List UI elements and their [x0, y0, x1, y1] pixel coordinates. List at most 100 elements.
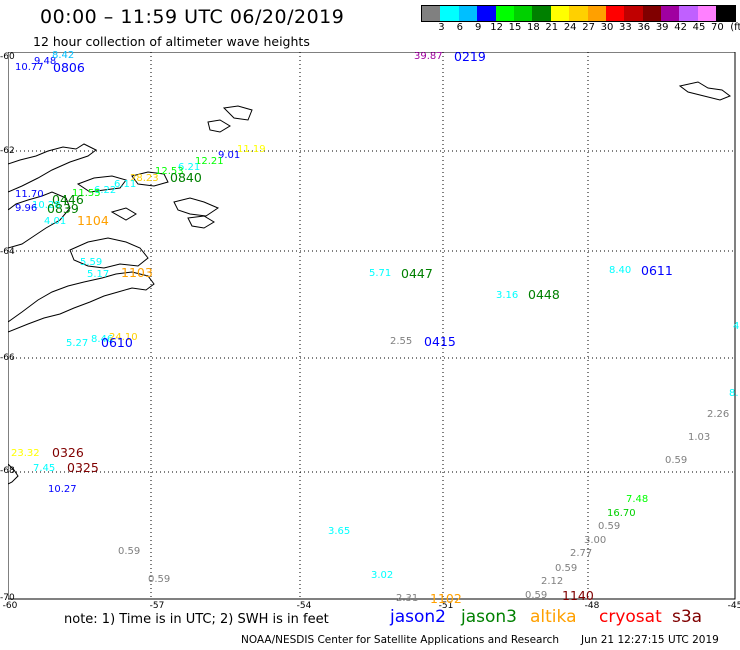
wave-height-label: 24.10	[109, 332, 138, 343]
colorbar-label: 45	[692, 22, 706, 33]
coastline-shetland-1	[76, 175, 127, 193]
wave-height-label: 9.48	[34, 56, 57, 67]
wave-height-label: 6.11	[114, 179, 137, 190]
wave-height-label: 5.17	[87, 269, 110, 280]
colorbar-swatch	[679, 6, 698, 21]
colorbar-label: 6	[456, 22, 463, 33]
wave-height-label: 3.65	[328, 526, 351, 537]
wave-height-label: 0.59	[118, 546, 141, 557]
wave-height-label: 6.21	[178, 162, 201, 173]
wave-height-label: 12.53	[155, 166, 184, 177]
colorbar-label: 30	[600, 22, 614, 33]
wave-height-label: 0.59	[555, 563, 578, 574]
colorbar-swatch	[532, 6, 551, 21]
wave-height-label: 2.31	[396, 593, 419, 604]
colorbar-label: 3	[438, 22, 445, 33]
wave-height-label: 5.71	[369, 268, 392, 279]
wave-height-label: 11.55	[72, 188, 101, 199]
colorbar-swatch	[440, 6, 459, 21]
wave-height-label: 3.02	[371, 570, 394, 581]
lat-tick-label: -70	[0, 593, 15, 603]
wave-height-label: 2.77	[570, 548, 593, 559]
lon-tick-label: -51	[438, 601, 454, 611]
wave-height-label: 12.21	[195, 156, 224, 167]
wave-height-label: 8.42	[52, 50, 75, 61]
coastline-peninsula	[8, 143, 97, 193]
wave-height-label: 4.	[733, 321, 740, 332]
map-frame	[8, 52, 736, 600]
wave-height-label: 7.48	[626, 494, 649, 505]
wave-height-label: 8.46	[91, 334, 114, 345]
colorbar-swatch	[477, 6, 496, 21]
map-plot	[8, 52, 736, 600]
wave-height-label: 2.55	[390, 336, 413, 347]
coastline-shetland-4	[187, 215, 215, 229]
coastline-peninsula-tip	[8, 271, 155, 333]
wave-height-label: 11.70	[15, 189, 44, 200]
credit-text: NOAA/NESDIS Center for Satellite Applica…	[241, 634, 559, 646]
colorbar-swatch	[697, 6, 717, 21]
legend-item-jason2: jason2	[390, 607, 446, 627]
page-title: 00:00 – 11:59 UTC 06/20/2019	[40, 6, 345, 28]
pass-time-label: 0325	[67, 460, 99, 475]
colorbar-label: 18	[527, 22, 540, 33]
wave-height-label: 9.96	[15, 203, 38, 214]
coastline-east-island	[678, 81, 732, 101]
coastline-james-ross	[69, 237, 149, 269]
pass-time-label: 0326	[52, 445, 84, 460]
pass-time-label: 0448	[528, 287, 560, 302]
colorbar-label: 15	[508, 22, 522, 33]
lat-tick-label: -62	[0, 146, 15, 156]
pass-time-label: 1102	[430, 591, 462, 606]
pass-time-label: 1103	[121, 265, 153, 280]
lon-tick-label: -48	[584, 601, 600, 611]
pass-time-label: 0219	[454, 49, 486, 64]
wave-height-label: 1.03	[688, 432, 711, 443]
colorbar-swatch	[495, 6, 514, 21]
coastline-island-c	[110, 207, 137, 221]
pass-time-label: 0610	[101, 335, 133, 350]
coastline-west-edge	[8, 463, 19, 485]
pass-time-label: 0446	[52, 192, 84, 207]
colorbar-swatch	[642, 6, 662, 21]
wave-height-label: 9.01	[218, 150, 241, 161]
colorbar-label: 27	[582, 22, 595, 33]
coastline-island-a	[222, 105, 253, 121]
legend-item-jason3: jason3	[461, 607, 517, 627]
colorbar	[421, 5, 736, 22]
colorbar-label: 36	[637, 22, 651, 33]
colorbar-label: 12	[490, 22, 503, 33]
lat-tick-label: -60	[0, 52, 15, 62]
pass-time-label: 0447	[401, 266, 433, 281]
lat-tick-label: -66	[0, 353, 15, 363]
footer-note: note: 1) Time is in UTC; 2) SWH is in fe…	[64, 612, 329, 627]
wave-height-label: 39.87	[414, 51, 443, 62]
colorbar-unit: (ft)	[730, 22, 740, 33]
colorbar-swatch	[550, 6, 570, 21]
lon-tick-label: -54	[296, 601, 312, 611]
colorbar-swatch	[422, 6, 441, 21]
colorbar-swatch	[624, 6, 643, 21]
wave-height-label: 0.59	[665, 455, 688, 466]
wave-height-label: 10.27	[48, 484, 77, 495]
wave-height-label: 3.00	[584, 535, 607, 546]
wave-height-label: 0.59	[598, 521, 621, 532]
colorbar-label: 42	[674, 22, 687, 33]
pass-time-label: 1104	[77, 213, 109, 228]
wave-height-label: 10.77	[15, 62, 44, 73]
wave-height-label: 16.70	[607, 508, 636, 519]
coastline-island-b	[207, 119, 231, 133]
legend-item-altika: altika	[530, 607, 577, 627]
coastline-shetland-2	[131, 171, 169, 187]
colorbar-swatch	[569, 6, 588, 21]
colorbar-label: 21	[545, 22, 559, 33]
wave-height-label: 10.28	[32, 200, 61, 211]
lon-tick-label: -45	[727, 601, 740, 611]
wave-height-label: 5.27	[66, 338, 89, 349]
wave-height-label: 11.19	[237, 144, 266, 155]
colorbar-swatch	[587, 6, 606, 21]
pass-time-label: 0840	[170, 170, 202, 185]
lon-tick-label: -60	[2, 601, 18, 611]
colorbar-swatch	[513, 6, 533, 21]
